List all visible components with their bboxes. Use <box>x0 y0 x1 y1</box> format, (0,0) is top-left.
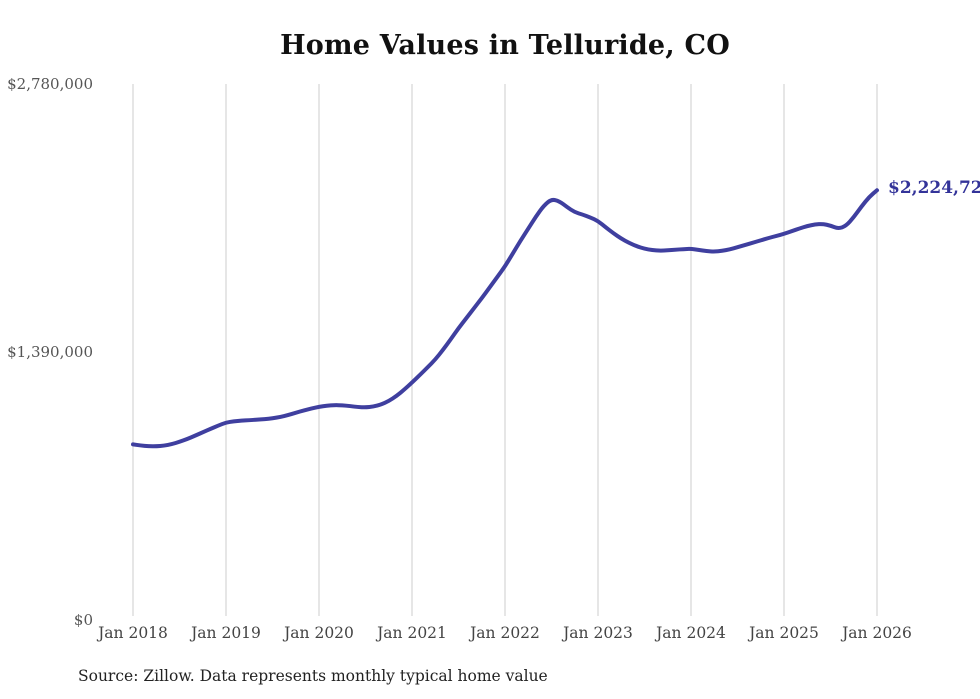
x-tick-label-2020: Jan 2020 <box>284 624 354 642</box>
x-tick-label-2025: Jan 2025 <box>749 624 819 642</box>
x-tick-label-2026: Jan 2026 <box>842 624 912 642</box>
current-value-label: $2,224,723 <box>888 178 980 198</box>
x-tick-label-2023: Jan 2023 <box>563 624 633 642</box>
home-value-line <box>131 188 879 449</box>
x-tick-label-2021: Jan 2021 <box>377 624 447 642</box>
x-tick-label-2022: Jan 2022 <box>470 624 540 642</box>
x-tick-label-2019: Jan 2019 <box>191 624 261 642</box>
y-tick-label-top: $2,780,000 <box>7 75 93 93</box>
year-gridlines <box>132 84 878 616</box>
x-tick-label-2024: Jan 2024 <box>656 624 726 642</box>
x-tick-label-2018: Jan 2018 <box>98 624 168 642</box>
source-note: Source: Zillow. Data represents monthly … <box>78 667 548 685</box>
y-tick-label-zero: $0 <box>73 611 93 629</box>
chart-title: Home Values in Telluride, CO <box>280 30 730 61</box>
y-tick-label-mid: $1,390,000 <box>7 343 93 361</box>
